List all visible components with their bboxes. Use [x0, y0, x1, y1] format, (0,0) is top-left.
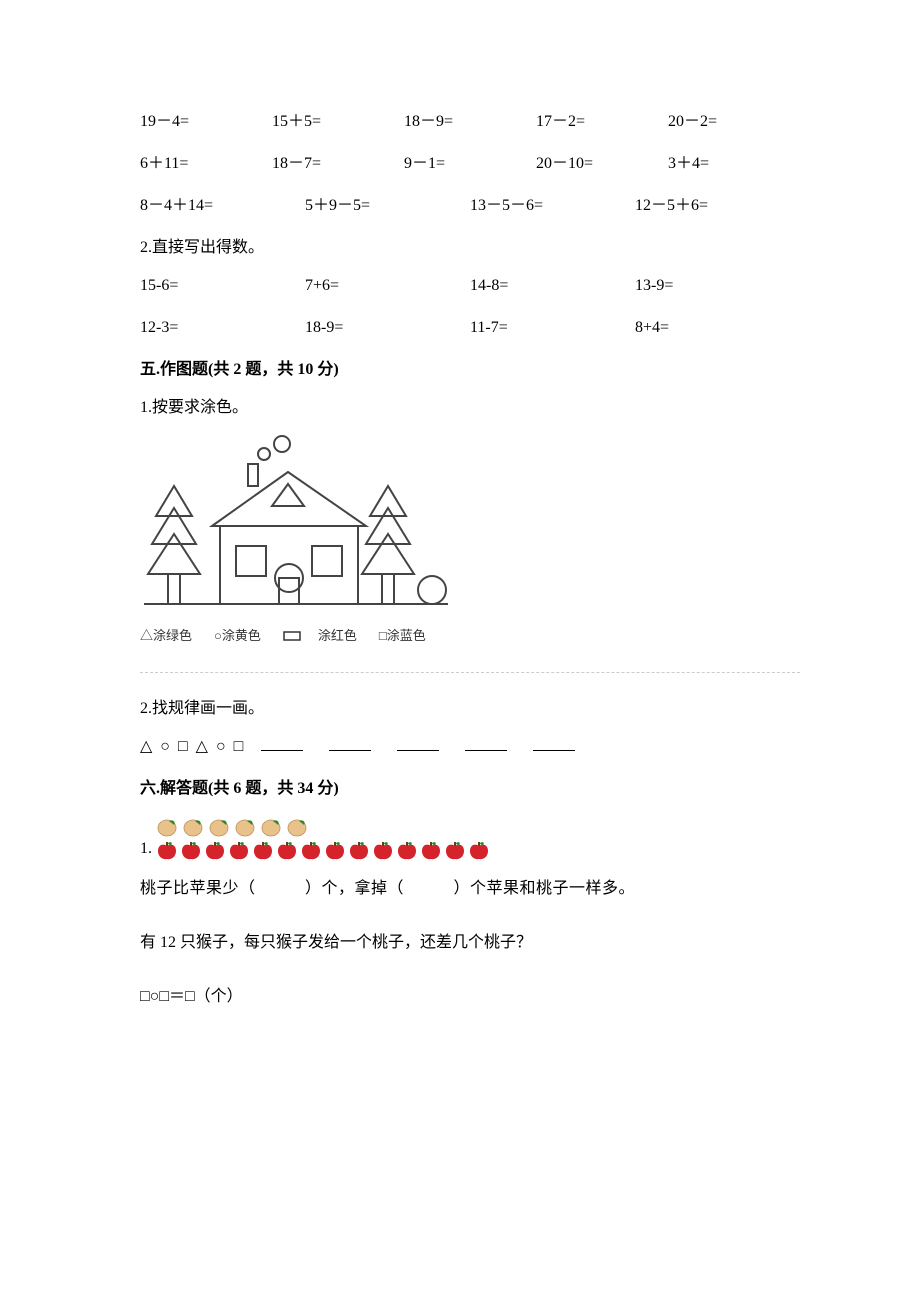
pattern-sequence: △ ○ □ △ ○ □ — [140, 735, 800, 759]
peach-icon — [156, 815, 180, 837]
apple-icon — [444, 839, 466, 861]
peach-icon — [182, 815, 206, 837]
expr: 20－10= — [536, 152, 668, 176]
q6-1-num: 1. — [140, 837, 152, 861]
expr: 8－4＋14= — [140, 194, 305, 218]
expr: 18－7= — [272, 152, 404, 176]
apple-icon — [228, 839, 250, 861]
peach-icon — [260, 815, 284, 837]
expr: 15＋5= — [272, 110, 404, 134]
expr: 13－5－6= — [470, 194, 635, 218]
peach-icon — [208, 815, 232, 837]
expr: 9－1= — [404, 152, 536, 176]
expr: 14-8= — [470, 274, 635, 298]
q5-1-label: 1.按要求涂色。 — [140, 396, 800, 420]
q6-1-expr: □○□＝□（个） — [140, 985, 800, 1009]
expr: 20－2= — [668, 110, 800, 134]
peach-row — [156, 815, 490, 837]
peach-icon — [234, 815, 258, 837]
expr: 5＋9－5= — [305, 194, 470, 218]
apple-icon — [204, 839, 226, 861]
rect-icon — [283, 631, 301, 641]
legend-tri: △涂绿色 — [140, 626, 192, 646]
apple-icon — [156, 839, 178, 861]
apple-row — [156, 839, 490, 861]
apple-icon — [324, 839, 346, 861]
apple-icon — [180, 839, 202, 861]
arith2-row-2: 12-3= 18-9= 11-7= 8+4= — [140, 316, 800, 340]
expr: 7+6= — [305, 274, 470, 298]
peach-icon — [286, 815, 310, 837]
arith-row-2: 6＋11= 18－7= 9－1= 20－10= 3＋4= — [140, 152, 800, 176]
expr: 18－9= — [404, 110, 536, 134]
expr: 15-6= — [140, 274, 305, 298]
pattern-prefix: △ ○ □ △ ○ □ — [140, 738, 245, 755]
figure-legend: △涂绿色 ○涂黄色 涂红色 □涂蓝色 — [140, 626, 800, 646]
expr: 12-3= — [140, 316, 305, 340]
legend-circle: ○涂黄色 — [214, 626, 261, 646]
q6-1-part2: 有 12 只猴子，每只猴子发给一个桃子，还差几个桃子？ — [140, 931, 800, 955]
legend-tri-label: △涂绿色 — [140, 626, 192, 646]
fruit-figure: 1. — [140, 815, 800, 861]
pattern-blank — [465, 736, 507, 751]
section6-heading: 六.解答题(共 6 题，共 34 分) — [140, 777, 800, 801]
q2-label: 2.直接写出得数。 — [140, 236, 800, 260]
expr: 6＋11= — [140, 152, 272, 176]
expr: 13-9= — [635, 274, 800, 298]
document-page: 19－4= 15＋5= 18－9= 17－2= 20－2= 6＋11= 18－7… — [0, 0, 920, 1302]
legend-rect: 涂红色 — [283, 626, 357, 646]
pattern-blank — [261, 736, 303, 751]
expr: 17－2= — [536, 110, 668, 134]
legend-square-label: □涂蓝色 — [379, 626, 426, 646]
apple-icon — [372, 839, 394, 861]
legend-square: □涂蓝色 — [379, 626, 426, 646]
expr: 3＋4= — [668, 152, 800, 176]
arith-row-1: 19－4= 15＋5= 18－9= 17－2= 20－2= — [140, 110, 800, 134]
expr: 8+4= — [635, 316, 800, 340]
apple-icon — [252, 839, 274, 861]
house-figure — [136, 434, 456, 622]
pattern-blank — [397, 736, 439, 751]
dashed-divider — [140, 672, 800, 673]
arith2-row-1: 15-6= 7+6= 14-8= 13-9= — [140, 274, 800, 298]
apple-icon — [396, 839, 418, 861]
apple-icon — [276, 839, 298, 861]
apple-icon — [300, 839, 322, 861]
expr: 19－4= — [140, 110, 272, 134]
apple-icon — [420, 839, 442, 861]
pattern-blank — [533, 736, 575, 751]
apple-icon — [468, 839, 490, 861]
expr: 12－5＋6= — [635, 194, 800, 218]
expr: 18-9= — [305, 316, 470, 340]
q6-1-text: 桃子比苹果少（ ）个，拿掉（ ）个苹果和桃子一样多。 — [140, 877, 800, 901]
arith-row-3: 8－4＋14= 5＋9－5= 13－5－6= 12－5＋6= — [140, 194, 800, 218]
legend-rect-label: 涂红色 — [305, 626, 357, 646]
apple-icon — [348, 839, 370, 861]
pattern-blank — [329, 736, 371, 751]
section5-heading: 五.作图题(共 2 题，共 10 分) — [140, 358, 800, 382]
expr: 11-7= — [470, 316, 635, 340]
q5-2-label: 2.找规律画一画。 — [140, 697, 800, 721]
legend-circle-label: ○涂黄色 — [214, 626, 261, 646]
